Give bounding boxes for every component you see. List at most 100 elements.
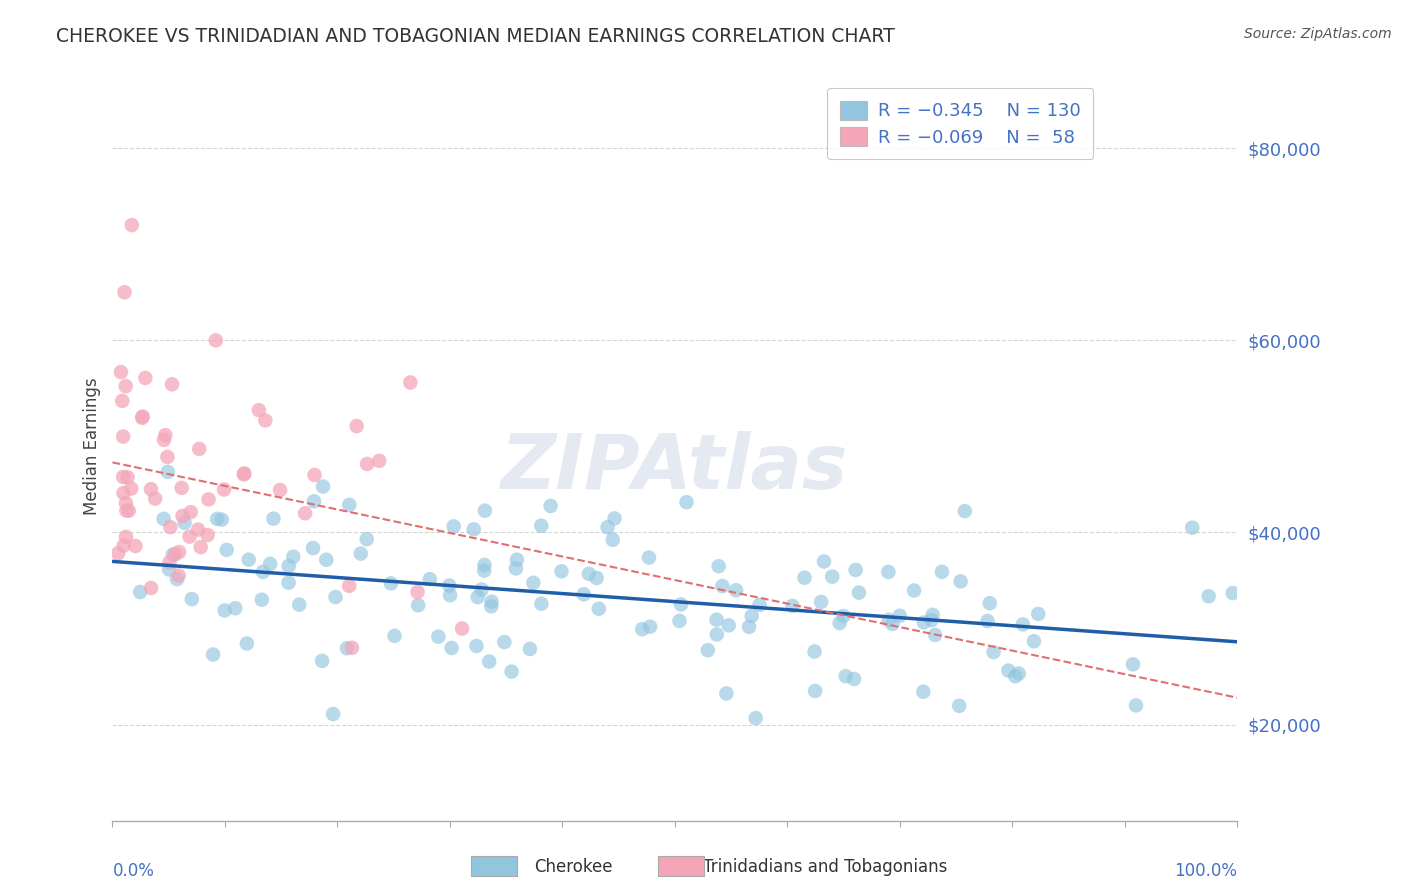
Point	[669, 598, 692, 612]
Point	[312, 479, 335, 493]
Point	[180, 592, 202, 607]
Point	[111, 393, 134, 408]
Point	[738, 620, 761, 634]
Point	[419, 572, 441, 586]
Point	[170, 481, 193, 495]
Point	[997, 664, 1019, 678]
Point	[1008, 666, 1031, 681]
Point	[439, 578, 461, 592]
Point	[214, 603, 236, 617]
Point	[254, 413, 277, 427]
Point	[949, 574, 972, 589]
Point	[1122, 657, 1144, 672]
Point	[224, 601, 246, 615]
Point	[706, 613, 728, 627]
Point	[120, 482, 142, 496]
Point	[519, 642, 541, 657]
Point	[803, 644, 825, 658]
Point	[588, 601, 610, 615]
Point	[163, 547, 186, 561]
Point	[1004, 669, 1026, 683]
Point	[283, 549, 305, 564]
Point	[707, 559, 730, 574]
Point	[443, 519, 465, 533]
Point	[472, 564, 495, 578]
Point	[522, 575, 544, 590]
Point	[166, 572, 188, 586]
Point	[638, 550, 661, 565]
Point	[912, 615, 935, 630]
Point	[179, 530, 201, 544]
Point	[236, 636, 259, 650]
Point	[406, 585, 429, 599]
Point	[380, 576, 402, 591]
Point	[834, 669, 856, 683]
Point	[167, 568, 190, 582]
Text: CHEROKEE VS TRINIDADIAN AND TOBAGONIAN MEDIAN EARNINGS CORRELATION CHART: CHEROKEE VS TRINIDADIAN AND TOBAGONIAN M…	[56, 27, 896, 45]
Point	[356, 457, 378, 471]
Point	[741, 609, 763, 624]
Point	[277, 558, 299, 573]
Point	[976, 614, 998, 628]
Point	[356, 532, 378, 546]
Point	[157, 562, 180, 576]
Point	[259, 557, 281, 571]
Point	[603, 511, 626, 525]
Point	[114, 285, 136, 300]
Point	[793, 571, 815, 585]
Point	[159, 520, 181, 534]
Text: Cherokee: Cherokee	[534, 858, 613, 876]
Point	[325, 590, 347, 604]
Point	[725, 583, 748, 598]
Point	[848, 585, 870, 599]
Point	[877, 613, 900, 627]
Point	[112, 470, 135, 484]
Point	[118, 504, 141, 518]
Point	[813, 554, 835, 568]
Point	[481, 595, 503, 609]
Point	[478, 655, 501, 669]
Point	[143, 491, 166, 506]
Point	[384, 629, 406, 643]
Point	[1181, 521, 1204, 535]
Point	[474, 503, 496, 517]
Point	[202, 648, 225, 662]
Point	[211, 512, 233, 526]
Point	[748, 598, 770, 612]
Point	[238, 552, 260, 566]
Point	[530, 597, 553, 611]
Point	[1222, 586, 1244, 600]
Point	[340, 640, 363, 655]
Point	[197, 528, 219, 542]
Point	[550, 565, 572, 579]
Point	[322, 706, 344, 721]
Point	[717, 618, 740, 632]
Point	[107, 546, 129, 560]
Point	[112, 539, 135, 553]
Point	[1022, 634, 1045, 648]
Point	[160, 377, 183, 392]
Point	[602, 533, 624, 547]
Point	[156, 465, 179, 479]
Point	[465, 639, 488, 653]
Point	[804, 684, 827, 698]
Point	[205, 512, 228, 526]
Point	[696, 643, 718, 657]
Point	[162, 548, 184, 562]
Point	[467, 590, 489, 604]
Point	[631, 622, 654, 636]
Point	[1198, 589, 1220, 603]
Point	[232, 467, 254, 482]
Text: Trinidadians and Tobagonians: Trinidadians and Tobagonians	[703, 858, 948, 876]
Point	[288, 598, 311, 612]
Point	[117, 470, 139, 484]
Point	[501, 665, 523, 679]
Point	[406, 599, 429, 613]
Point	[155, 428, 177, 442]
Point	[668, 614, 690, 628]
Point	[953, 504, 976, 518]
Point	[877, 565, 900, 579]
Point	[706, 627, 728, 641]
Point	[302, 541, 325, 555]
Point	[156, 450, 179, 464]
